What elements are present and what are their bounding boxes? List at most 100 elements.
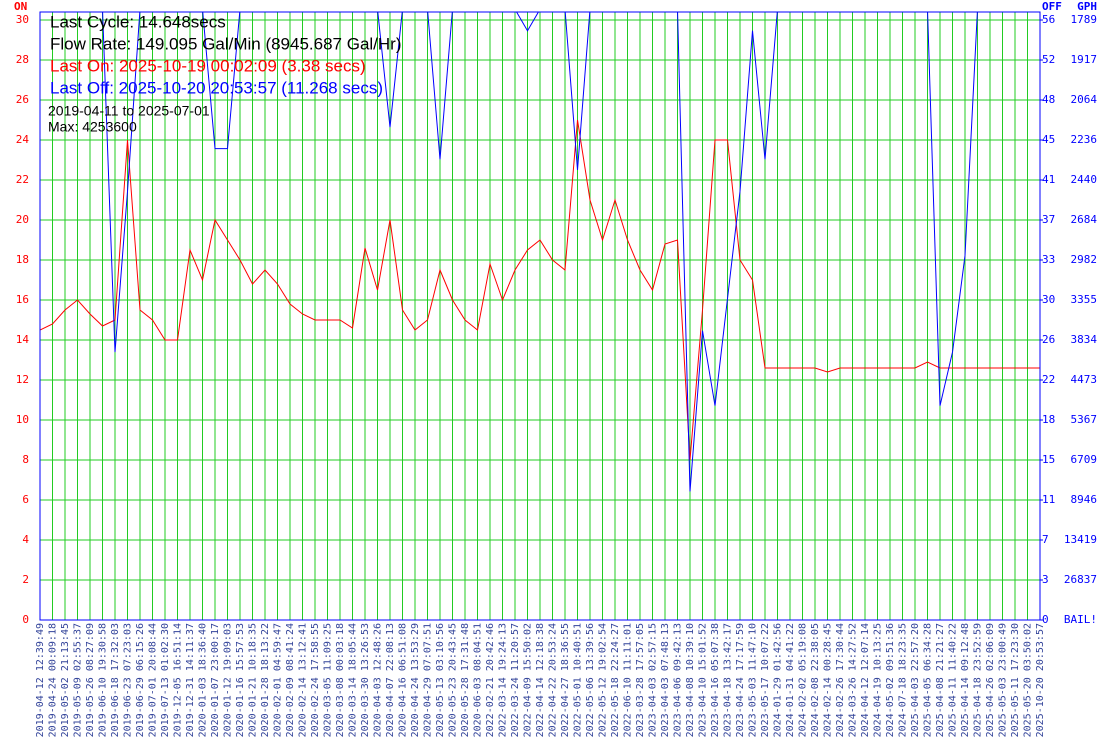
y-tick-label: 0	[22, 613, 29, 626]
x-tick-label: 2023-05-03 11:47:10	[748, 623, 759, 737]
subtitle: 2019-04-11 to 2025-07-01	[48, 103, 210, 119]
x-tick-label: 2022-03-24 11:20:57	[510, 623, 521, 737]
x-tick-label: 2024-04-12 12:07:14	[860, 623, 871, 737]
x-tick-label: 2022-04-09 15:50:02	[523, 623, 534, 737]
x-tick-label: 2022-05-01 10:40:51	[573, 623, 584, 737]
y-tick-label: 24	[16, 133, 30, 146]
series-line	[40, 119, 1040, 461]
x-tick-label: 2019-12-31 14:11:37	[185, 623, 196, 737]
x-tick-label: 2022-04-22 20:53:24	[548, 623, 559, 737]
x-tick-label: 2024-01-31 04:41:22	[785, 623, 796, 737]
gph-label: 2440	[1071, 173, 1098, 186]
gph-label: 2236	[1071, 133, 1098, 146]
y2-tick-label: 45	[1042, 133, 1055, 146]
y2-tick-label: 30	[1042, 293, 1055, 306]
annotation: Last Cycle: 14.648secs	[50, 12, 226, 31]
x-tick-label: 2025-05-03 23:00:49	[998, 623, 1009, 737]
y-tick-label: 8	[22, 453, 29, 466]
x-tick-label: 2024-04-19 10:13:25	[873, 623, 884, 737]
y-tick-label: 26	[16, 93, 29, 106]
x-tick-label: 2020-05-23 20:43:45	[448, 623, 459, 737]
y-axis-label: ON	[14, 0, 27, 13]
grid	[39, 12, 1041, 621]
x-tick-label: 2019-05-02 21:13:45	[60, 623, 71, 737]
y-tick-label: 2	[22, 573, 29, 586]
annotation: Last Off: 2025-10-20 20:53:57 (11.268 se…	[50, 78, 383, 97]
gph-label: 6709	[1071, 453, 1098, 466]
x-tick-label: 2023-04-08 10:39:10	[685, 623, 696, 737]
x-tick-label: 2022-02-21 20:42:46	[485, 623, 496, 737]
x-tick-label: 2025-04-11 11:40:22	[948, 623, 959, 737]
x-tick-label: 2023-04-10 15:01:52	[698, 623, 709, 737]
y-tick-label: 6	[22, 493, 29, 506]
x-tick-label: 2022-04-14 12:18:38	[535, 623, 546, 737]
x-tick-label: 2024-05-02 09:51:36	[885, 623, 896, 737]
plot	[40, 12, 1040, 492]
x-tick-label: 2023-04-03 07:48:13	[660, 623, 671, 737]
max-label: Max: 4253600	[48, 119, 137, 135]
x-tick-label: 2019-05-26 08:27:09	[85, 623, 96, 737]
x-tick-label: 2024-02-14 00:28:45	[823, 623, 834, 737]
x-tick-label: 2025-10-20 20:53:57	[1035, 623, 1046, 737]
y2-tick-label: 0	[1042, 613, 1049, 626]
x-tick-label: 2020-04-03 12:48:26	[373, 623, 384, 737]
x-tick-label: 2023-04-24 17:17:59	[735, 623, 746, 737]
gph-label: 4473	[1071, 373, 1098, 386]
y-tick-label: 20	[16, 213, 29, 226]
x-tick-label: 2020-04-24 13:53:29	[410, 623, 421, 737]
gph-label: 3355	[1071, 293, 1098, 306]
x-tick-label: 2019-07-13 01:02:30	[160, 623, 171, 737]
x-tick-label: 2020-02-01 04:59:47	[273, 623, 284, 737]
x-tick-label: 2020-02-24 17:58:55	[310, 623, 321, 737]
x-tick-label: 2020-01-28 18:13:22	[260, 623, 271, 737]
x-tick-label: 2020-03-08 00:03:18	[335, 623, 346, 737]
y2-tick-label: 15	[1042, 453, 1055, 466]
x-tick-label: 2023-03-28 17:57:05	[635, 623, 646, 737]
y-tick-label: 30	[16, 13, 29, 26]
x-tick-label: 2022-05-18 22:24:27	[610, 623, 621, 737]
x-tick-label: 2025-04-18 23:52:59	[973, 623, 984, 737]
x-tick-label: 2023-04-16 05:07:38	[710, 623, 721, 737]
x-tick-label: 2025-04-14 09:12:48	[960, 623, 971, 737]
x-tick-label: 2020-03-05 11:09:25	[323, 623, 334, 737]
x-tick-label: 2020-05-13 03:10:56	[435, 623, 446, 737]
x-tick-label: 2019-05-09 02:55:37	[73, 623, 84, 737]
y2-tick-label: 48	[1042, 93, 1055, 106]
y-tick-label: 18	[16, 253, 29, 266]
annotation: Last On: 2025-10-19 00:02:09 (3.38 secs)	[50, 56, 366, 75]
x-tick-label: 2025-05-11 17:23:30	[1010, 623, 1021, 737]
x-tick-label: 2020-04-07 22:08:13	[385, 623, 396, 737]
y2-tick-label: 3	[1042, 573, 1049, 586]
gph-label: 3834	[1071, 333, 1098, 346]
y2-tick-label: 56	[1042, 13, 1055, 26]
gph-label: 8946	[1071, 493, 1098, 506]
x-tick-label: 2024-07-18 18:23:35	[898, 623, 909, 737]
gph-label: BAIL!	[1064, 613, 1097, 626]
y2-axis-label: OFF	[1042, 0, 1062, 13]
x-tick-label: 2019-04-12 12:39:49	[35, 623, 46, 737]
x-tick-label: 2019-07-01 20:08:44	[148, 623, 159, 737]
x-tick-label: 2022-04-27 18:36:55	[560, 623, 571, 737]
x-tick-label: 2020-01-12 19:09:03	[223, 623, 234, 737]
x-tick-label: 2025-04-26 02:06:09	[985, 623, 996, 737]
x-tick-label: 2023-04-18 13:42:17	[723, 623, 734, 737]
x-tick-label: 2025-04-03 22:57:20	[910, 623, 921, 737]
x-tick-label: 2022-05-12 19:02:54	[598, 623, 609, 737]
x-tick-label: 2020-04-16 06:51:08	[398, 623, 409, 737]
gph-label: 2684	[1071, 213, 1098, 226]
x-tick-label: 2024-01-29 01:42:56	[773, 623, 784, 737]
y2-tick-label: 11	[1042, 493, 1055, 506]
gph-label: 13419	[1064, 533, 1097, 546]
x-tick-label: 2022-05-06 13:39:56	[585, 623, 596, 737]
x-tick-label: 2025-04-05 06:34:28	[923, 623, 934, 737]
x-tick-label: 2022-03-14 19:24:13	[498, 623, 509, 737]
y-tick-label: 22	[16, 173, 29, 186]
y2-tick-label: 52	[1042, 53, 1055, 66]
y2-tick-label: 18	[1042, 413, 1055, 426]
x-tick-label: 2024-03-26 14:27:52	[848, 623, 859, 737]
x-tick-label: 2019-06-29 06:15:26	[135, 623, 146, 737]
y-tick-label: 10	[16, 413, 29, 426]
y-tick-label: 14	[16, 333, 30, 346]
x-tick-label: 2020-03-14 18:05:44	[348, 623, 359, 737]
